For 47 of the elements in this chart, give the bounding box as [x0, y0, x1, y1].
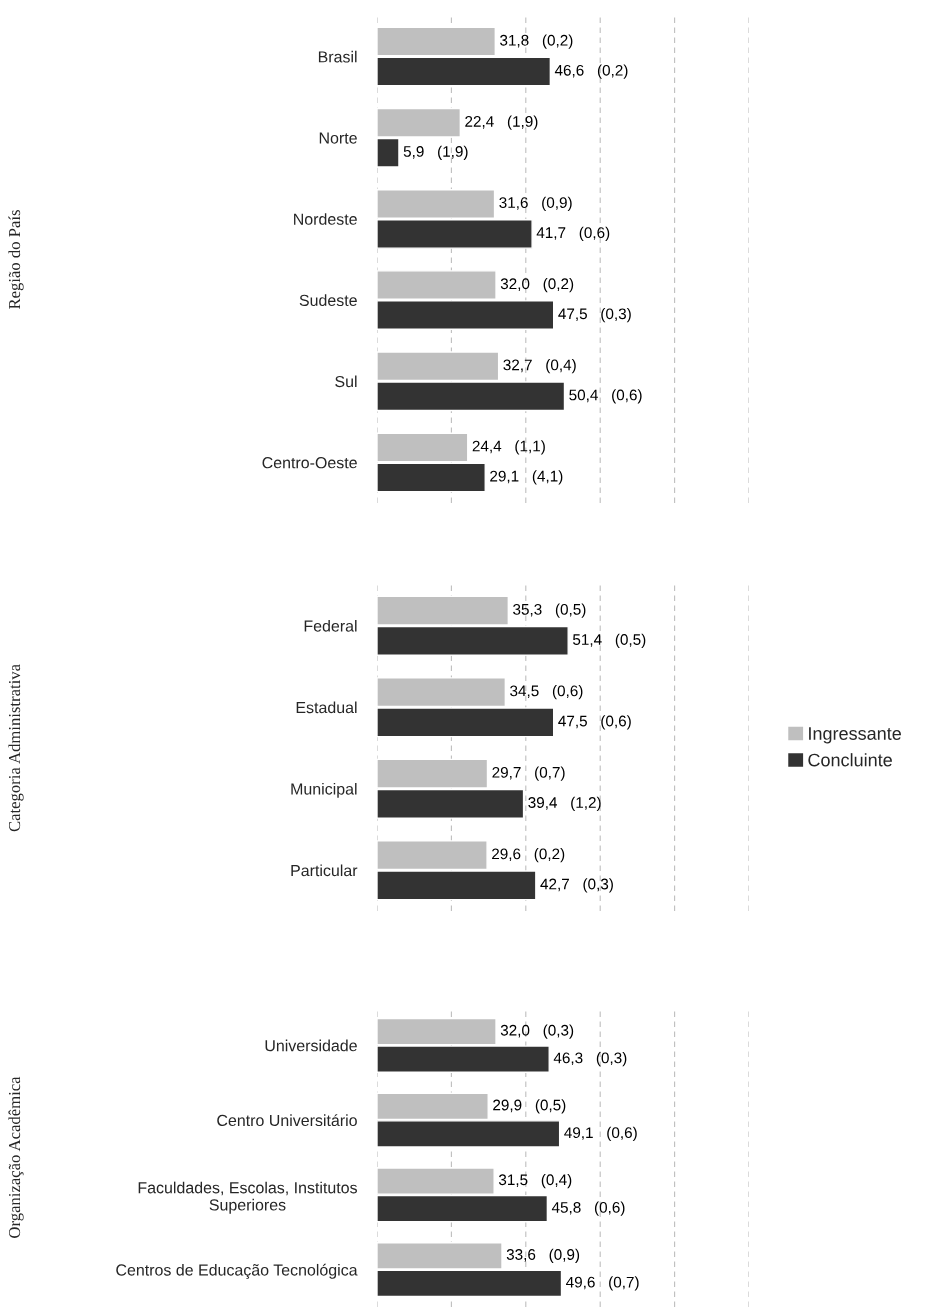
- y-tick-label: Federal: [304, 619, 357, 632]
- data-label: 42,7 (0,3): [540, 878, 613, 893]
- data-label: 41,7 (0,6): [536, 226, 610, 242]
- y-tick-label: Particular: [291, 864, 358, 877]
- data-label: 39,4 (1,2): [528, 796, 601, 811]
- y-tick-label: Nordeste: [294, 213, 357, 225]
- data-label: 31,6 (0,9): [499, 196, 572, 212]
- data-label: 24,4 (1,1): [472, 440, 545, 455]
- y-tick-label: Universidade: [265, 1039, 357, 1052]
- data-label: 33,6 (0,9): [506, 1248, 580, 1263]
- legend-label: Ingressante: [809, 727, 901, 744]
- data-label: 5,9 (1,9): [403, 145, 468, 160]
- y-tick-label: Municipal: [291, 782, 357, 798]
- data-label: 49,1 (0,6): [564, 1126, 637, 1142]
- data-label: 46,3 (0,3): [553, 1052, 627, 1067]
- y-tick-label: Centro Universitário: [217, 1114, 357, 1127]
- data-label: 31,5 (0,4): [498, 1173, 572, 1189]
- y-tick-label: Brasil: [318, 50, 357, 63]
- data-label: 50,4 (0,6): [569, 389, 642, 404]
- y-axis-title: Categoria Administrativa: [8, 664, 24, 832]
- y-tick-label: Sudeste: [299, 294, 357, 307]
- data-label: 29,9 (0,5): [493, 1099, 566, 1114]
- data-label: 29,7 (0,7): [492, 766, 565, 781]
- data-label: 47,5 (0,3): [558, 307, 631, 323]
- data-label: 35,3 (0,5): [513, 603, 586, 618]
- y-tick-label: Centro-Oeste: [262, 457, 357, 469]
- y-axis-title: Organização Acadêmica: [8, 1076, 24, 1238]
- data-label: 34,5 (0,6): [510, 685, 583, 700]
- y-tick-label: Norte: [319, 132, 357, 144]
- data-label: 45,8 (0,6): [551, 1201, 625, 1216]
- y-tick-label: Faculdades, Escolas, Institutos Superiores: [138, 1181, 357, 1214]
- data-label: 31,8 (0,2): [500, 34, 573, 49]
- y-tick-label: Estadual: [296, 701, 357, 714]
- data-label: 32,0 (0,2): [500, 277, 574, 293]
- data-label: 29,1 (4,1): [490, 470, 563, 485]
- data-label: 22,4 (1,9): [465, 115, 538, 130]
- data-label: 49,6 (0,7): [566, 1276, 639, 1291]
- data-label: 32,7 (0,4): [503, 359, 576, 374]
- y-tick-label: Centros de Educação Tecnológica: [116, 1263, 358, 1279]
- y-axis-title: Região do País: [8, 210, 24, 310]
- data-label: 29,6 (0,2): [492, 848, 565, 863]
- data-label: 32,0 (0,3): [500, 1024, 574, 1039]
- data-label: 51,4 (0,5): [572, 633, 646, 648]
- data-label: 47,5 (0,6): [558, 715, 631, 730]
- data-label: 46,6 (0,2): [554, 64, 628, 79]
- y-tick-label: Sul: [335, 375, 357, 388]
- legend-label: Concluinte: [808, 753, 892, 767]
